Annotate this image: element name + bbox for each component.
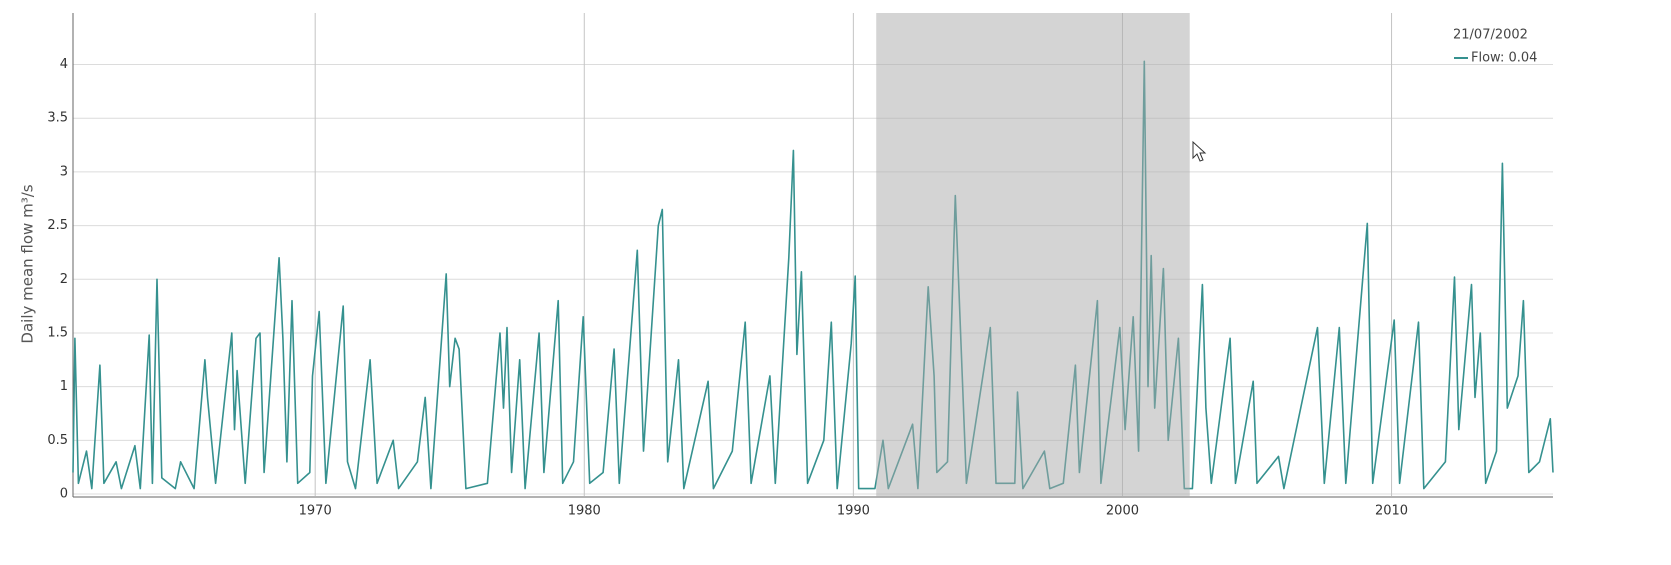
y-tick-label: 3 <box>60 164 68 179</box>
y-tick-label: 0.5 <box>47 433 68 448</box>
flow-line <box>72 60 1554 490</box>
y-tick-label: 2 <box>60 272 68 287</box>
mouse-cursor <box>1192 140 1207 162</box>
x-tick-label: 1980 <box>568 504 601 519</box>
x-tick-label: 2000 <box>1106 504 1139 519</box>
selection-band <box>876 13 1190 497</box>
x-tick-label: 1970 <box>299 504 332 519</box>
y-tick-label: 0 <box>60 487 68 502</box>
x-tick-label: 2010 <box>1375 504 1408 519</box>
tooltip-value: Flow: 0.04 <box>1471 51 1537 66</box>
y-tick-label: 4 <box>60 57 68 72</box>
y-axis-label: Daily mean flow m³/s <box>19 184 37 343</box>
y-tick-label: 3.5 <box>47 111 68 126</box>
y-tick-label: 2.5 <box>47 218 68 233</box>
y-tick-label: 1.5 <box>47 325 68 340</box>
x-tick-label: 1990 <box>837 504 870 519</box>
plot-area: 0 0.5 1 1.5 2 2.5 3 3.5 4 1970 1980 1990 2000 2010 21/… <box>47 13 1554 519</box>
y-tick-label: 1 <box>60 379 68 394</box>
tooltip-date: 21/07/2002 <box>1453 28 1528 43</box>
